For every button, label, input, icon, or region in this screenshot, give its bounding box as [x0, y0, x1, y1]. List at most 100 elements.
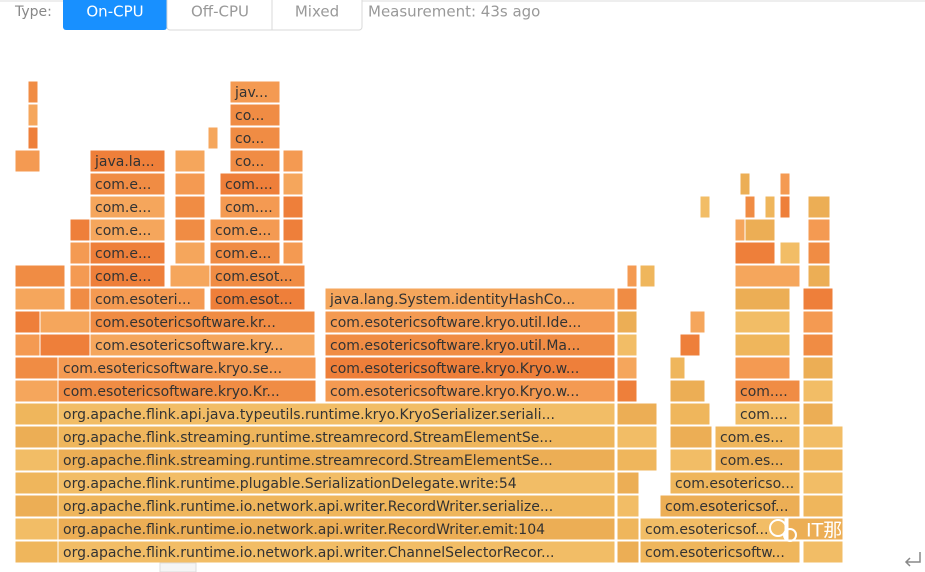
flame-frame: [89, 310, 316, 334]
flame-frame: [669, 356, 686, 380]
flame-frame: [616, 356, 638, 380]
flame-frame: [616, 333, 638, 357]
flame-frame: [39, 310, 91, 334]
frame-label: jav...: [234, 85, 268, 101]
flame-frame: [174, 218, 206, 242]
watermark: IT那活儿: [806, 520, 880, 542]
flame-frame: [802, 379, 834, 403]
flame-frame: [802, 540, 844, 564]
flame-frame: [14, 494, 61, 518]
flame-frame: [616, 379, 638, 403]
flame-frame: [699, 195, 711, 219]
tab-label[interactable]: Mixed: [295, 3, 339, 21]
measurement: Measurement: 43s ago: [368, 3, 540, 21]
flame-frame: [616, 287, 638, 311]
flame-frame: [779, 241, 801, 265]
flame-frame: [734, 402, 801, 426]
frame-label: com....: [740, 384, 788, 400]
frame-label: com.esotericsoftw...: [645, 545, 785, 561]
flame-frame: [69, 218, 91, 242]
frame-label: com.esotericso...: [675, 476, 794, 492]
flame-frame: [27, 80, 39, 104]
return-icon: [904, 552, 921, 567]
flame-frame: [669, 448, 713, 472]
frame-label: com.esotericsof...: [665, 499, 788, 515]
flame-frame: [639, 540, 801, 564]
flame-frame: [779, 172, 791, 196]
frame-label: com.e...: [95, 246, 151, 262]
flame-frame: [27, 103, 39, 127]
flame-frame: [282, 195, 304, 219]
flame-frame: [14, 448, 61, 472]
flame-frame: [802, 494, 844, 518]
tab-group: [166, 0, 363, 31]
flame-frame: [734, 356, 791, 380]
flame-frame: [229, 126, 281, 150]
flame-frame: [14, 379, 61, 403]
flame-frame: [14, 264, 66, 288]
frame-label: com....: [225, 200, 273, 216]
flame-frame: [89, 172, 166, 196]
frame-label: org.apache.flink.runtime.io.network.api.…: [63, 522, 545, 538]
flame-frame: [734, 218, 746, 242]
flame-frame: [679, 333, 701, 357]
frame-label: com.esotericsoftware.kryo.Kryo.w...: [330, 384, 579, 400]
flame-frame: [669, 425, 713, 449]
flame-frame: [39, 333, 91, 357]
tab-on-cpu[interactable]: [63, 0, 167, 30]
frame-label: com.esotericsoftware.kryo.se...: [63, 361, 282, 377]
flame-frame: [14, 149, 41, 173]
tab-label[interactable]: Off-CPU: [191, 3, 249, 21]
flame-frame: [14, 402, 61, 426]
flame-frame: [734, 264, 801, 288]
flame-frame: [229, 103, 281, 127]
flame-frame: [14, 310, 41, 334]
flame-frame: [802, 402, 834, 426]
flame-frame: [616, 310, 638, 334]
flame-frame: [616, 517, 640, 541]
frame-label: com.esotericsoftware.kryo.util.Ma...: [330, 338, 580, 354]
type-label: Type:: [14, 4, 52, 20]
frame-label: org.apache.flink.runtime.io.network.api.…: [63, 545, 554, 561]
flame-frame: [14, 356, 61, 380]
flame-frame: [174, 195, 206, 219]
flame-frame: [734, 333, 791, 357]
flame-frame: [174, 172, 206, 196]
flame-frame: [219, 195, 281, 219]
frame-label: co...: [235, 154, 264, 170]
frame-label: com....: [740, 407, 788, 423]
flame-frame: [324, 333, 616, 357]
flame-frame: [616, 448, 658, 472]
flame-frame: [744, 218, 776, 242]
flame-frame: [89, 264, 166, 288]
flame-frame: [174, 241, 206, 265]
flame-frame: [802, 287, 834, 311]
frame-label: com....: [225, 177, 273, 193]
flame-frame: [734, 310, 791, 334]
flame-frame: [282, 241, 304, 265]
flame-frame: [669, 379, 706, 403]
flame-frame: [57, 379, 317, 403]
flame-frame: [57, 402, 616, 426]
wechat-icon: [769, 519, 787, 537]
flame-frame: [714, 425, 801, 449]
flame-frame: [616, 540, 640, 564]
flame-frame: [57, 471, 616, 495]
frame-label: com.e...: [95, 200, 151, 216]
flame-frame: [807, 241, 831, 265]
flame-frame: [734, 379, 801, 403]
frame-label: com.esotericsof...: [645, 522, 768, 538]
frame-label: com.e...: [215, 246, 271, 262]
flame-frame: [807, 264, 831, 288]
flame-frame: [802, 471, 844, 495]
scroll-handle[interactable]: [159, 562, 197, 572]
tab-label[interactable]: On-CPU: [86, 3, 143, 21]
flame-frame: [14, 540, 61, 564]
flame-frame: [282, 172, 304, 196]
frame-label: java.lang.System.identityHashCo...: [329, 292, 575, 308]
flame-graph: org.apache.flink.runtime.io.network.api.…: [14, 80, 844, 564]
flame-frame: [282, 218, 304, 242]
flame-frame: [734, 287, 791, 311]
flame-frame: [802, 425, 844, 449]
